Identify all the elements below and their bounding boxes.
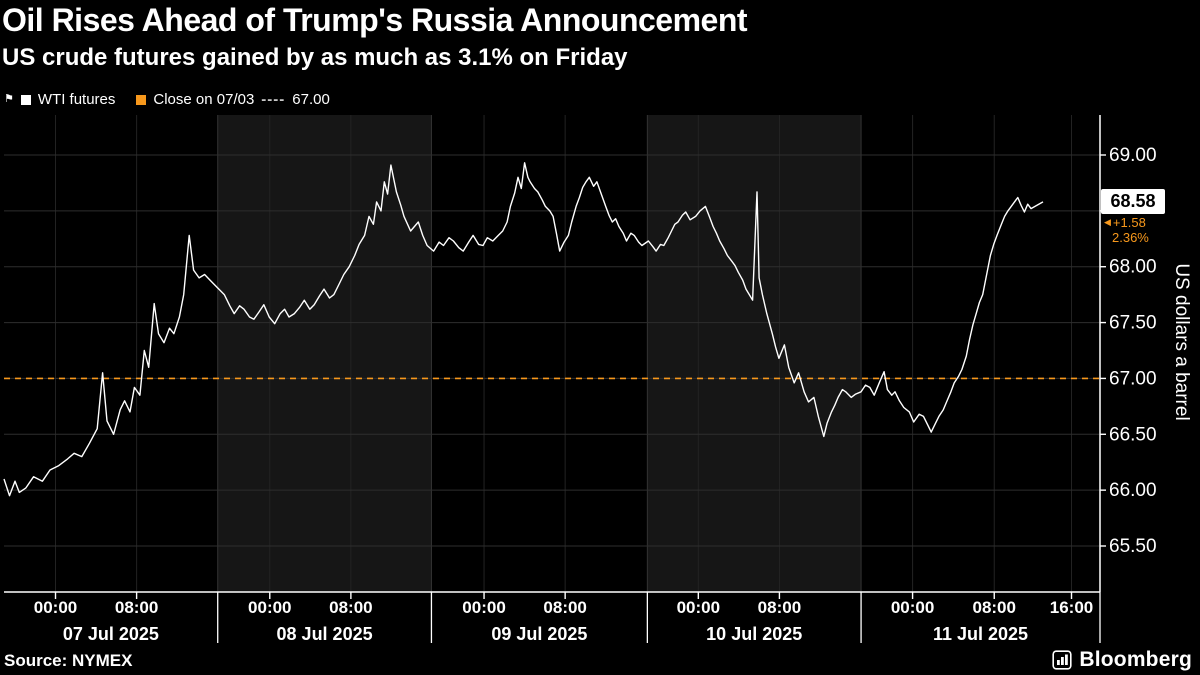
x-tick-label: 08:00 xyxy=(115,598,158,617)
y-tick-label: 67.00 xyxy=(1109,368,1157,389)
y-tick-label: 69.00 xyxy=(1109,145,1157,166)
x-tick-label: 08:00 xyxy=(758,598,801,617)
day-label: 10 Jul 2025 xyxy=(706,624,802,644)
x-tick-label: 00:00 xyxy=(891,598,934,617)
legend-close-label: Close on 07/03 xyxy=(153,91,255,108)
last-price-change: ◀ +1.58 xyxy=(1104,215,1146,230)
legend-close-value: 67.00 xyxy=(292,91,330,108)
wti-price-line xyxy=(3,162,1044,497)
day-shade-band xyxy=(647,115,862,592)
change-value: +1.58 xyxy=(1112,215,1146,230)
chart-area: 00:00 08:00 00:00 08:00 00:00 08:00 00:00 08:00… xyxy=(0,112,1200,645)
left-arrow-icon: ◀ xyxy=(1104,217,1111,227)
y-tick-label: 66.50 xyxy=(1109,424,1157,445)
legend: ⚑ WTI futures Close on 07/03 ---- 67.00 xyxy=(4,91,330,108)
x-tick-label: 00:00 xyxy=(248,598,291,617)
bloomberg-wordmark: Bloomberg xyxy=(1079,648,1192,671)
day-label: 09 Jul 2025 xyxy=(491,624,587,644)
y-tick-label: 68.00 xyxy=(1109,257,1157,278)
x-tick-label: 16:00 xyxy=(1050,598,1093,617)
price-chart: 00:00 08:00 00:00 08:00 00:00 08:00 00:00 08:00… xyxy=(3,115,1157,644)
page-title: Oil Rises Ahead of Trump's Russia Announ… xyxy=(2,2,748,38)
x-tick-label: 00:00 xyxy=(462,598,505,617)
x-tick-label: 00:00 xyxy=(677,598,720,617)
bloomberg-logo: Bloomberg xyxy=(1052,648,1192,672)
x-tick-label: 08:00 xyxy=(543,598,586,617)
x-tick-label: 08:00 xyxy=(972,598,1015,617)
x-tick-label: 00:00 xyxy=(34,598,77,617)
close-line-marker-icon xyxy=(136,94,147,105)
bloomberg-logo-icon xyxy=(1052,650,1072,670)
page-subtitle: US crude futures gained by as much as 3.… xyxy=(2,44,628,71)
y-tick-label: 67.50 xyxy=(1109,313,1157,334)
day-shade-band xyxy=(217,115,432,592)
y-axis-title: US dollars a barrel xyxy=(1171,263,1192,421)
last-price-badge: 68.58 xyxy=(1101,189,1165,214)
day-label: 11 Jul 2025 xyxy=(933,624,1028,644)
source-label: Source: NYMEX xyxy=(4,651,133,670)
last-price-change-pct: 2.36% xyxy=(1112,230,1149,245)
dashed-line-sample: ---- xyxy=(261,91,286,108)
x-tick-label: 08:00 xyxy=(329,598,372,617)
day-label: 08 Jul 2025 xyxy=(277,624,373,644)
y-tick-label: 65.50 xyxy=(1109,536,1157,557)
y-tick-label: 66.00 xyxy=(1109,480,1157,501)
legend-wti-label: WTI futures xyxy=(37,91,116,108)
wti-series-marker-icon xyxy=(20,94,31,105)
annotation-flag-icon: ⚑ xyxy=(4,93,14,105)
day-label: 07 Jul 2025 xyxy=(63,624,159,644)
